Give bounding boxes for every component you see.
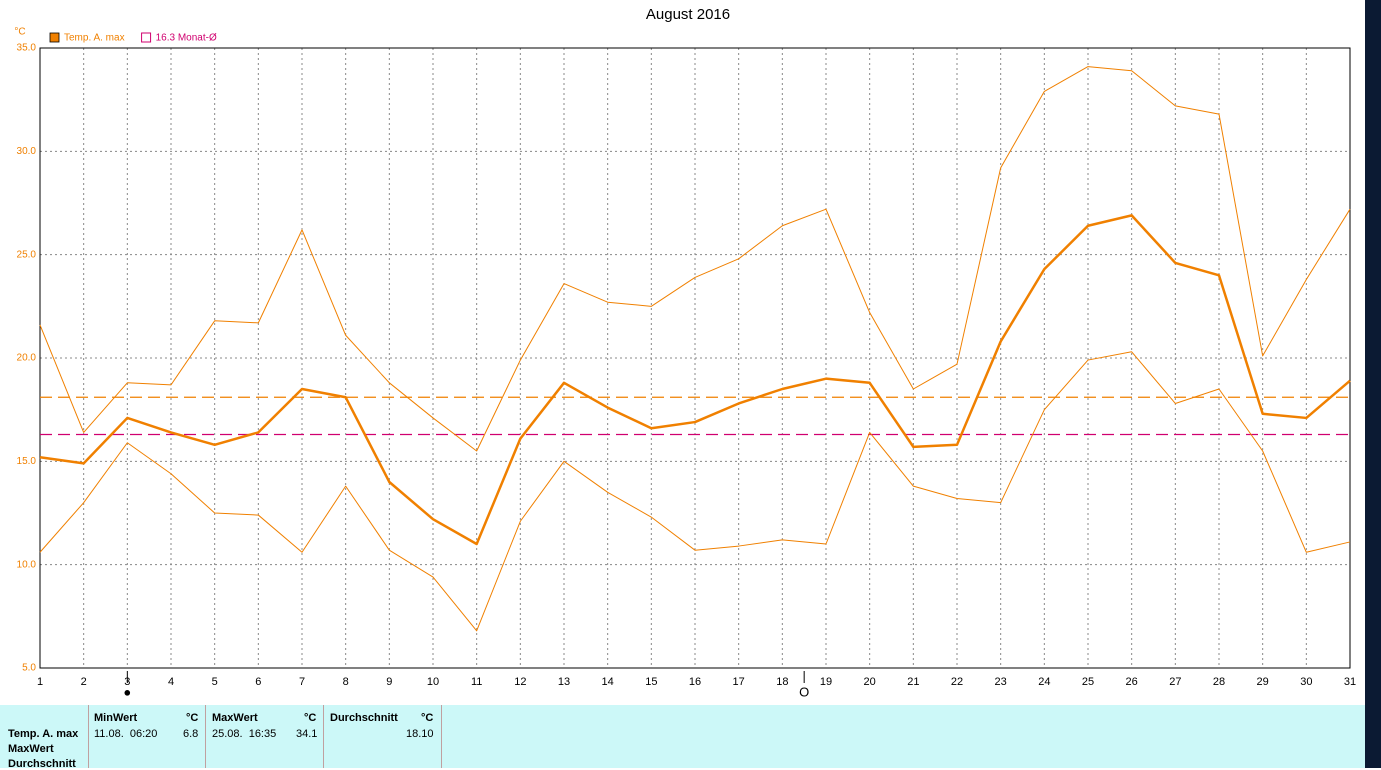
- stats-table: MinWert °C MaxWert °C Durchschnitt °C Te…: [0, 705, 1365, 770]
- x-tick-label: 1: [37, 676, 43, 688]
- x-tick-label: 12: [514, 676, 526, 688]
- header: Durchschnitt: [330, 712, 398, 724]
- row-label: Durchschnitt: [8, 758, 76, 770]
- divider: [205, 705, 206, 768]
- y-tick-label: 25.0: [17, 249, 37, 260]
- x-tick-label: 5: [212, 676, 218, 688]
- x-tick-label: 10: [427, 676, 439, 688]
- chart-title: August 2016: [646, 6, 730, 23]
- x-tick-label: 20: [864, 676, 876, 688]
- x-tick-label: 9: [386, 676, 392, 688]
- main-line: [39, 214, 1351, 546]
- plot-frame: [39, 47, 1351, 669]
- y-tick-label: 30.0: [17, 146, 37, 157]
- header: MinWert: [94, 712, 138, 724]
- row-label: Temp. A. max: [8, 728, 79, 740]
- cell: 11.08. 06:20: [94, 728, 158, 740]
- range-line: [39, 351, 1351, 632]
- divider: [323, 705, 324, 768]
- x-tick-label: 25: [1082, 676, 1094, 688]
- x-tick-label: 31: [1344, 676, 1356, 688]
- x-tick-label: 22: [951, 676, 963, 688]
- y-tick-label: 35.0: [17, 43, 37, 54]
- cell: 18.10: [406, 728, 434, 740]
- x-tick-label: 16: [689, 676, 701, 688]
- x-tick-label: 29: [1257, 676, 1269, 688]
- row-label: MaxWert: [8, 743, 54, 755]
- x-tick-label: 2: [81, 676, 87, 688]
- x-tick-label: 11: [471, 676, 482, 688]
- cell: 25.08. 16:35: [212, 728, 277, 740]
- x-tick-label: 15: [645, 676, 657, 688]
- marker: ●: [123, 684, 131, 699]
- x-tick-label: 23: [995, 676, 1007, 688]
- cell: 6.8: [183, 728, 199, 740]
- marker: O: [799, 684, 809, 699]
- cell: 34.1: [296, 728, 318, 740]
- x-tick-label: 6: [255, 676, 261, 688]
- x-tick-label: 26: [1126, 676, 1138, 688]
- header: MaxWert: [212, 712, 258, 724]
- divider: [88, 705, 89, 768]
- header: °C: [304, 712, 317, 724]
- y-tick-label: 15.0: [17, 456, 37, 467]
- x-tick-label: 17: [733, 676, 745, 688]
- x-tick-label: 28: [1213, 676, 1225, 688]
- x-tick-label: 21: [907, 676, 919, 688]
- legend-swatch: [141, 32, 152, 43]
- chart: August 2016 °C 5.0 10.0 15.0 20.0 25.0 30.0 35…: [14, 6, 1356, 699]
- x-tick-label: 4: [168, 676, 174, 688]
- x-tick-label: 14: [602, 676, 614, 688]
- x-tick-label: 27: [1169, 676, 1181, 688]
- range-line: [39, 66, 1351, 452]
- unit-label: °C: [14, 27, 25, 38]
- divider: [441, 705, 442, 768]
- header: °C: [186, 712, 199, 724]
- legend-label: 16.3 Monat-Ø: [156, 33, 217, 44]
- window-edge: [1365, 0, 1381, 768]
- header: °C: [421, 712, 434, 724]
- x-tick-label: 8: [343, 676, 349, 688]
- x-tick-label: 30: [1300, 676, 1312, 688]
- y-tick-label: 20.0: [17, 353, 37, 364]
- x-tick-label: 18: [776, 676, 788, 688]
- y-tick-label: 10.0: [17, 559, 37, 570]
- legend-label: Temp. A. max: [64, 33, 125, 44]
- x-tick-label: 13: [558, 676, 570, 688]
- y-tick-label: 5.0: [22, 663, 36, 674]
- x-tick-label: 19: [820, 676, 832, 688]
- x-tick-label: 24: [1038, 676, 1050, 688]
- x-tick-label: 7: [299, 676, 305, 688]
- legend-swatch: [49, 32, 60, 43]
